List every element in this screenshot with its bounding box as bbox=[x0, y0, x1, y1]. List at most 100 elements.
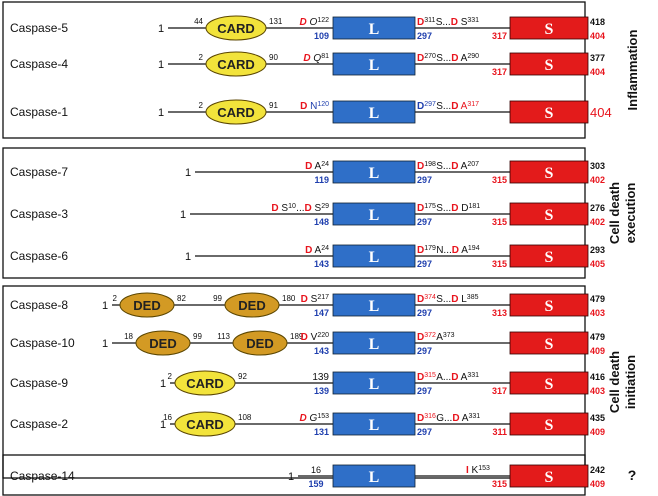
prodomain-end: 90 bbox=[269, 53, 278, 62]
cleavage-site-pro: D A24 bbox=[305, 161, 329, 172]
start-residue: 1 bbox=[102, 300, 108, 312]
caspase-row: Caspase-5 1 CARD 44 131 D O122 109 L D311 S...D… bbox=[10, 15, 605, 41]
card-domain bbox=[174, 411, 236, 437]
small-subunit-box bbox=[509, 293, 589, 317]
small-subunit-box bbox=[509, 160, 589, 184]
card-domain bbox=[205, 15, 267, 41]
s-end-number: 404 bbox=[590, 67, 605, 77]
small-subunit-box bbox=[509, 412, 589, 436]
start-residue: 1 bbox=[288, 471, 294, 483]
caspase-row: Caspase-6 1 D A24 143 L D179 N...D A194 297 3… bbox=[10, 244, 605, 269]
s-start-number: 315 bbox=[492, 175, 507, 185]
large-subunit-label: L bbox=[369, 165, 380, 182]
group-label: Inflammation bbox=[625, 29, 640, 110]
prodomain-label: CARD bbox=[217, 105, 255, 120]
ded-domain bbox=[232, 330, 288, 356]
s-end-number: 402 bbox=[590, 217, 605, 227]
small-subunit-box bbox=[509, 100, 589, 124]
caspase-name: Caspase-4 bbox=[10, 57, 68, 71]
ded-domain bbox=[119, 292, 175, 318]
caspase-row: Caspase-7 1 D A24 119 L D198 S...D A207 297 3… bbox=[10, 160, 605, 185]
protein-length: 276 bbox=[590, 203, 605, 213]
large-subunit-label: L bbox=[369, 105, 380, 122]
l-start-number: 148 bbox=[314, 217, 329, 227]
large-subunit-label: L bbox=[369, 469, 380, 486]
prodomain-start: 2 bbox=[113, 294, 118, 303]
s-end-number: 409 bbox=[590, 427, 605, 437]
caspase-name: Caspase-2 bbox=[10, 417, 68, 431]
caspase-name: Caspase-10 bbox=[10, 336, 75, 350]
small-subunit-label: S bbox=[545, 376, 554, 393]
large-subunit-label: L bbox=[369, 376, 380, 393]
cleavage-site-linker: D198 S...D A207 bbox=[417, 161, 479, 172]
cleavage-site-pro: 139 bbox=[312, 372, 329, 383]
protein-length: 416 bbox=[590, 372, 605, 382]
small-subunit-box bbox=[509, 464, 589, 488]
small-subunit-label: S bbox=[545, 57, 554, 74]
cleavage-site-pro: D O122 bbox=[300, 17, 330, 28]
large-subunit-box bbox=[332, 100, 416, 124]
protein-length: 377 bbox=[590, 53, 605, 63]
prodomain-end: 91 bbox=[269, 101, 278, 110]
large-subunit-label: L bbox=[369, 417, 380, 434]
cleavage-site-linker: D315 A...D A331 bbox=[417, 372, 479, 383]
prodomain-label: DED bbox=[246, 336, 273, 351]
s-start-number: 313 bbox=[492, 308, 507, 318]
l-start-number: 131 bbox=[314, 427, 329, 437]
l-end-number: 297 bbox=[417, 259, 432, 269]
l-end-number: 297 bbox=[417, 31, 432, 41]
small-subunit-box bbox=[509, 202, 589, 226]
prodomain-start: 2 bbox=[168, 372, 173, 381]
cleavage-site-linker: D270 S...D A290 bbox=[417, 53, 479, 64]
l-start-number: 147 bbox=[314, 308, 329, 318]
prodomain-label: CARD bbox=[186, 417, 224, 432]
l-start-number: 119 bbox=[314, 175, 329, 185]
small-subunit-box bbox=[509, 244, 589, 268]
prodomain-end: 99 bbox=[193, 332, 202, 341]
cleavage-site-pro: D N120 bbox=[300, 101, 329, 112]
prodomain-label: DED bbox=[133, 298, 160, 313]
caspase-row: Caspase-2 1 CARD 16 108 D G153 131 L D316 G...D… bbox=[10, 411, 605, 437]
s-start-number: 317 bbox=[492, 67, 507, 77]
large-subunit-label: L bbox=[369, 21, 380, 38]
prodomain-label: DED bbox=[238, 298, 265, 313]
small-subunit-label: S bbox=[545, 336, 554, 353]
caspase-name: Caspase-1 bbox=[10, 105, 68, 119]
small-subunit-box bbox=[509, 16, 589, 40]
large-subunit-box bbox=[332, 412, 416, 436]
l-end-number: 297 bbox=[417, 217, 432, 227]
prodomain-label: CARD bbox=[217, 21, 255, 36]
caspase-name: Caspase-7 bbox=[10, 165, 68, 179]
protein-length: 418 bbox=[590, 17, 605, 27]
caspase-name: Caspase-9 bbox=[10, 376, 68, 390]
large-subunit-box bbox=[332, 202, 416, 226]
prodomain-end: 180 bbox=[282, 294, 296, 303]
protein-length: 435 bbox=[590, 413, 605, 423]
group-label: ? bbox=[628, 467, 637, 483]
cleavage-site-pro: D S10 ...D S29 bbox=[271, 203, 329, 214]
cleavage-site-linker: D175 S...D D181 bbox=[417, 203, 480, 214]
large-subunit-label: L bbox=[369, 57, 380, 74]
card-domain bbox=[205, 51, 267, 77]
small-subunit-label: S bbox=[545, 165, 554, 182]
cleavage-site-linker: D179 N...D A194 bbox=[417, 245, 480, 256]
group-label: Cell deathinitiation bbox=[607, 351, 638, 413]
card-domain bbox=[205, 99, 267, 125]
start-residue: 1 bbox=[160, 378, 166, 390]
caspase-row: Caspase-8 1 DED 2 82 DED 99 180 D S217 147 L D374 … bbox=[10, 292, 605, 318]
cleavage-site-linker: I K153 bbox=[466, 465, 490, 476]
prodomain-end: 82 bbox=[177, 294, 186, 303]
s-end-number: 403 bbox=[590, 386, 605, 396]
s-end-number: 409 bbox=[590, 346, 605, 356]
prodomain-start: 2 bbox=[199, 53, 204, 62]
caspase-row: Caspase-3 1 D S10 ...D S29 148 L D175 S...D … bbox=[10, 202, 605, 227]
prodomain-end: 131 bbox=[269, 17, 283, 26]
caspase-row: Caspase-14 1 16 159 L I K153 315 S 242 409 bbox=[10, 464, 605, 489]
caspase-name: Caspase-3 bbox=[10, 207, 68, 221]
l-end-number: 297 bbox=[417, 346, 432, 356]
prodomain-start: 16 bbox=[311, 465, 321, 475]
cleavage-site-linker: D316 G...D A331 bbox=[417, 413, 480, 424]
s-end-number: 403 bbox=[590, 308, 605, 318]
prodomain-label: CARD bbox=[186, 376, 224, 391]
